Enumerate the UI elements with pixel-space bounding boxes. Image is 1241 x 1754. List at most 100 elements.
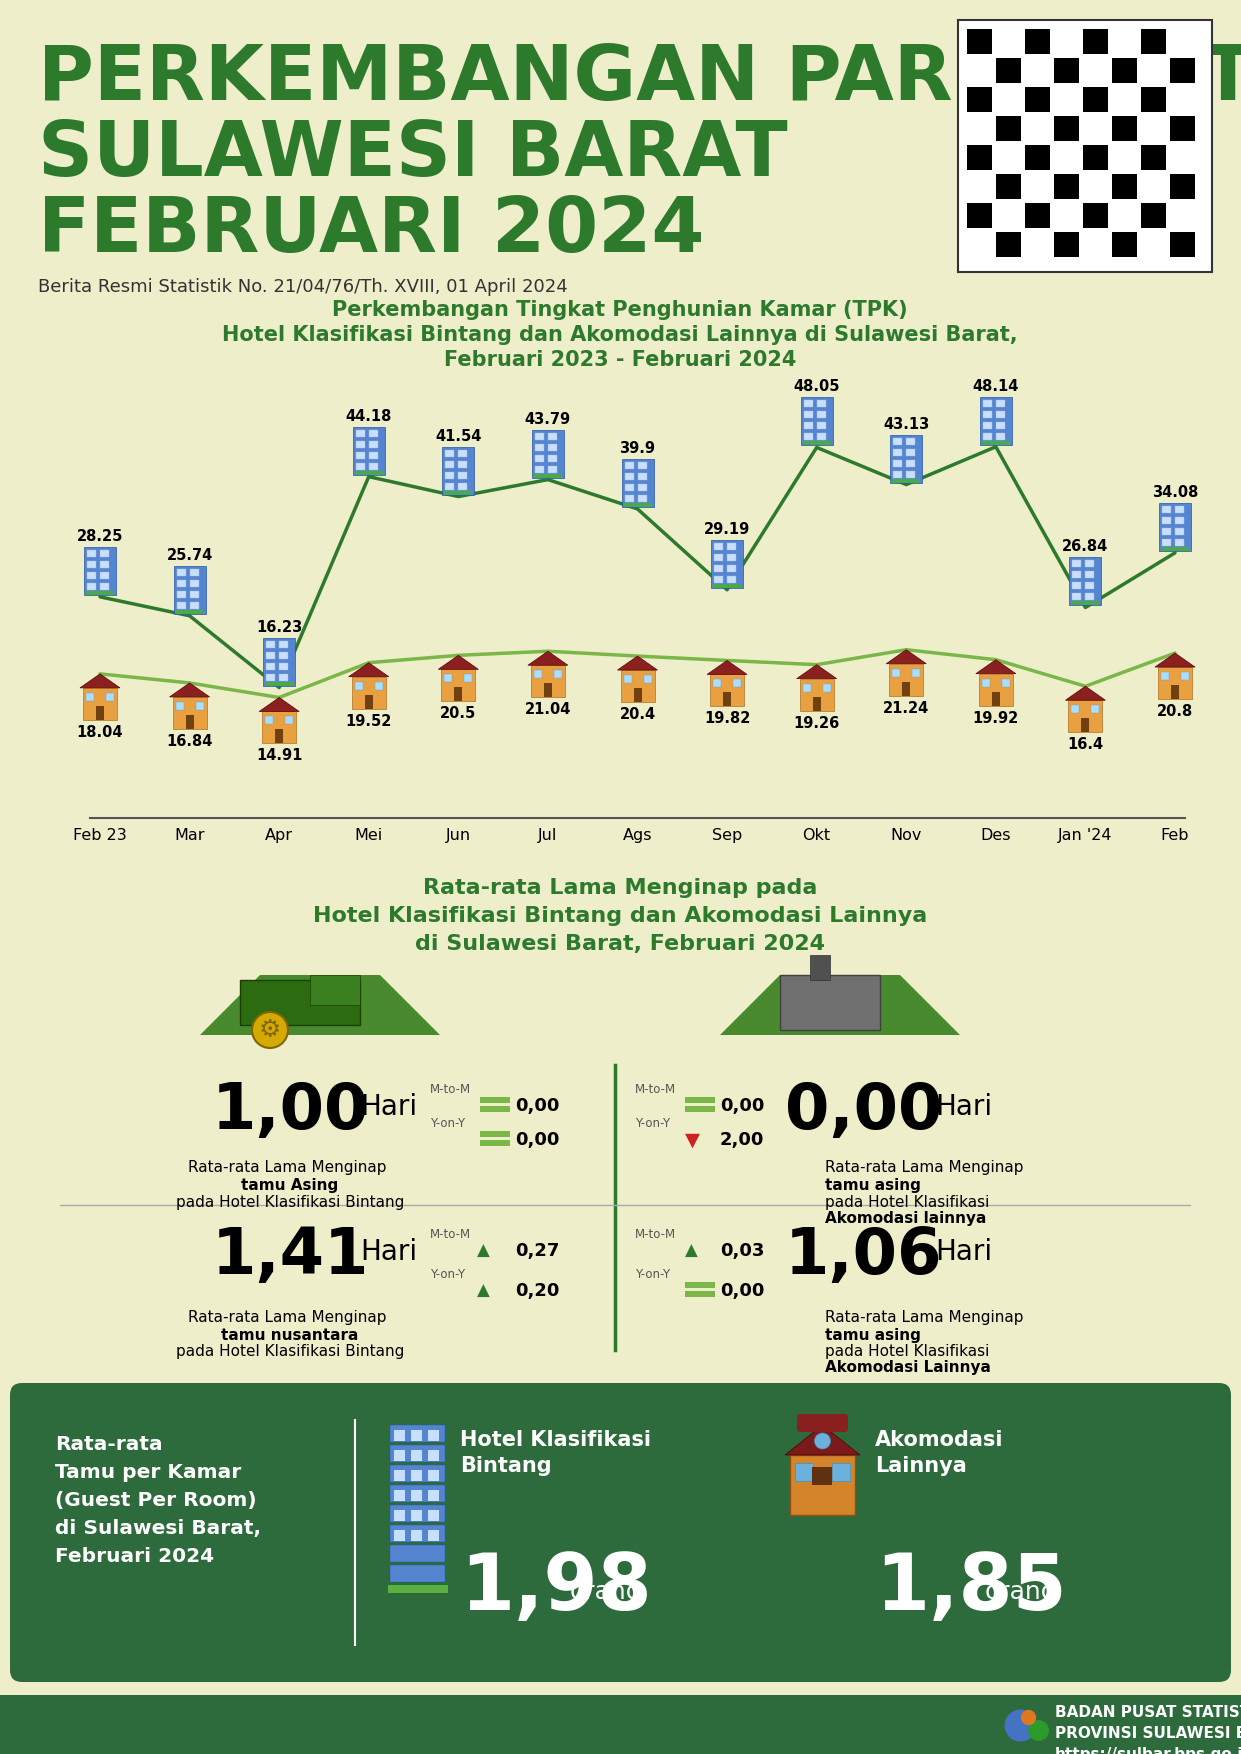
Bar — [279, 663, 288, 670]
Bar — [101, 561, 109, 568]
Bar — [1162, 505, 1172, 512]
Text: 0,00: 0,00 — [786, 1080, 942, 1142]
Bar — [624, 474, 633, 481]
Bar — [553, 670, 562, 679]
Text: Nov: Nov — [891, 828, 922, 844]
Bar — [393, 1489, 405, 1501]
Polygon shape — [438, 656, 478, 670]
Bar — [263, 637, 295, 686]
Bar — [444, 491, 473, 495]
Text: Februari 2023 - Februari 2024: Februari 2023 - Februari 2024 — [444, 351, 797, 370]
Bar — [535, 454, 544, 461]
Text: Rata-rata Lama Menginap: Rata-rata Lama Menginap — [825, 1159, 1029, 1175]
Bar — [1175, 528, 1184, 535]
Text: Apr: Apr — [266, 828, 293, 844]
Text: Rata-rata Lama Menginap: Rata-rata Lama Menginap — [189, 1159, 392, 1175]
Text: 18.04: 18.04 — [77, 724, 123, 740]
Text: Hotel Klasifikasi Bintang dan Akomodasi Lainnya: Hotel Klasifikasi Bintang dan Akomodasi … — [313, 907, 927, 926]
Text: orang: orang — [570, 1580, 643, 1603]
Bar — [535, 465, 544, 472]
Bar — [800, 398, 833, 446]
Bar — [799, 679, 834, 710]
Bar — [1083, 30, 1108, 54]
Bar — [983, 400, 992, 407]
Polygon shape — [720, 975, 961, 1035]
Bar — [894, 437, 902, 444]
Bar — [428, 1470, 439, 1480]
Bar — [967, 30, 992, 54]
Bar — [1083, 146, 1108, 170]
Bar — [1070, 558, 1102, 605]
Polygon shape — [259, 698, 299, 712]
Bar — [172, 696, 206, 730]
Bar — [967, 88, 992, 112]
Text: ⚙: ⚙ — [259, 1017, 282, 1042]
Bar — [997, 58, 1021, 82]
Bar — [992, 691, 1000, 705]
Text: Berita Resmi Statistik No. 21/04/76/Th. XVIII, 01 April 2024: Berita Resmi Statistik No. 21/04/76/Th. … — [38, 277, 567, 296]
Bar — [1072, 572, 1081, 579]
Bar — [446, 461, 454, 468]
Bar — [355, 470, 382, 475]
Bar — [1086, 561, 1095, 568]
Bar — [1112, 116, 1137, 140]
Text: Y-on-Y: Y-on-Y — [635, 1268, 670, 1280]
Bar — [1170, 116, 1195, 140]
Polygon shape — [527, 651, 568, 665]
Bar — [393, 1510, 405, 1521]
Bar — [356, 430, 365, 437]
Bar — [1162, 538, 1172, 545]
Bar — [1159, 503, 1191, 551]
Bar — [480, 1096, 510, 1103]
Bar — [535, 444, 544, 451]
Text: 21.24: 21.24 — [884, 702, 930, 716]
Bar — [1112, 58, 1137, 82]
Bar — [1175, 538, 1184, 545]
Bar — [446, 482, 454, 489]
Bar — [390, 1424, 446, 1442]
Polygon shape — [886, 649, 926, 663]
Bar — [411, 1430, 422, 1442]
Bar — [983, 410, 992, 417]
Bar — [967, 203, 992, 228]
Bar — [428, 1489, 439, 1501]
Bar — [1140, 30, 1167, 54]
Bar — [266, 663, 276, 670]
Text: 16.84: 16.84 — [166, 733, 212, 749]
Text: ▲: ▲ — [477, 1282, 490, 1300]
Bar — [813, 696, 820, 710]
Bar — [446, 449, 454, 456]
Bar — [1170, 58, 1195, 82]
Bar — [1172, 686, 1179, 700]
Circle shape — [252, 1012, 288, 1047]
Bar — [393, 1430, 405, 1442]
Bar — [411, 1489, 422, 1501]
Bar — [266, 651, 276, 658]
Text: FEBRUARI 2024: FEBRUARI 2024 — [38, 195, 705, 268]
Bar — [714, 584, 741, 588]
Text: Rata-rata Lama Menginap: Rata-rata Lama Menginap — [189, 1310, 392, 1324]
Text: Mei: Mei — [355, 828, 383, 844]
Polygon shape — [1066, 686, 1106, 700]
Text: 19.26: 19.26 — [793, 716, 840, 731]
Bar — [87, 561, 96, 568]
Bar — [532, 430, 563, 477]
Bar — [480, 1140, 510, 1145]
Bar — [356, 451, 365, 458]
Bar — [369, 430, 377, 437]
Bar — [1086, 572, 1095, 579]
Bar — [276, 730, 283, 744]
Text: 16.4: 16.4 — [1067, 737, 1103, 752]
Text: pada Hotel Klasifikasi Bintang: pada Hotel Klasifikasi Bintang — [176, 1194, 405, 1210]
Text: M-to-M: M-to-M — [635, 1082, 676, 1096]
Bar — [83, 688, 117, 719]
Bar — [176, 591, 186, 598]
Bar — [1083, 88, 1108, 112]
Bar — [411, 1529, 422, 1542]
Bar — [411, 1470, 422, 1480]
Text: Ags: Ags — [623, 828, 653, 844]
Text: 20.4: 20.4 — [619, 707, 655, 723]
Bar — [633, 688, 642, 702]
Text: Jul: Jul — [539, 828, 557, 844]
Bar — [1162, 547, 1189, 551]
